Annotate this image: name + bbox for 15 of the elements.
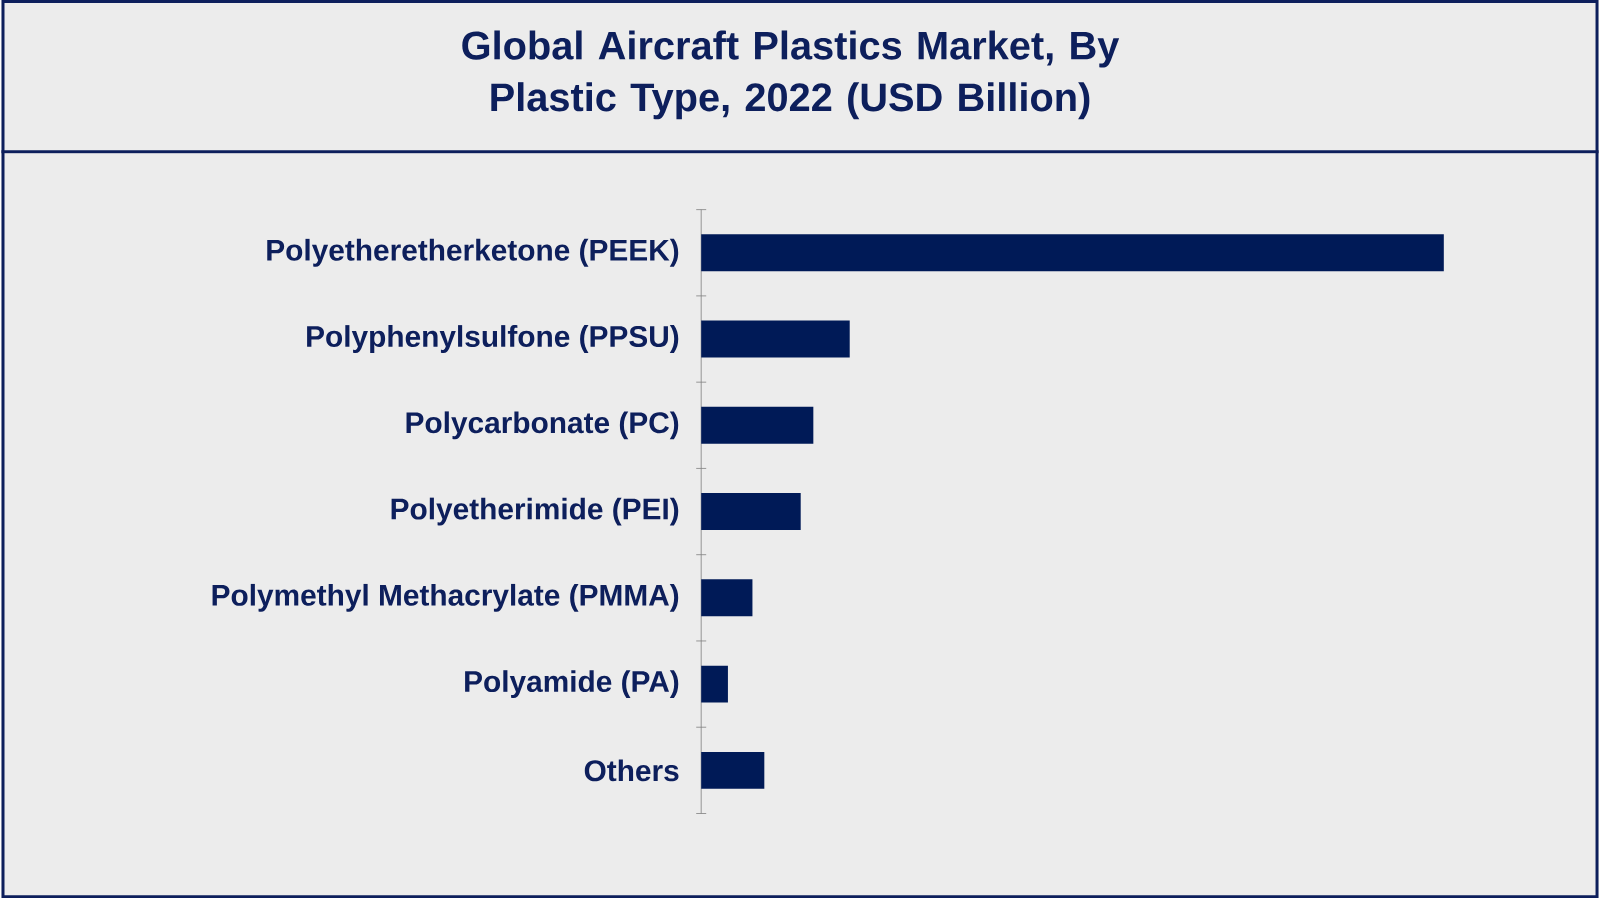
y-tick-label: Others [584, 759, 679, 782]
bar [701, 579, 753, 617]
y-tick-label: Polyamide (PA) [465, 670, 679, 698]
bar [701, 320, 850, 358]
y-tick-label: Polyetherimide (PEI) [391, 497, 679, 526]
bar [701, 492, 801, 530]
bar [701, 234, 1444, 272]
chart-title: Global Aircraft Plastics Market, By Plastic Type, 2022 (USD Billion) [462, 30, 1120, 120]
bar [701, 665, 728, 703]
bar [701, 751, 765, 789]
y-tick-label: Polyphenylsulfone (PPSU) [307, 324, 679, 353]
bar [701, 406, 814, 444]
y-tick-label: Polycarbonate (PC) [406, 411, 679, 440]
y-tick-label: Polymethyl Methacrylate (PMMA) [212, 583, 679, 612]
y-tick-label: Polyetheretherketone (PEEK) [267, 238, 679, 267]
